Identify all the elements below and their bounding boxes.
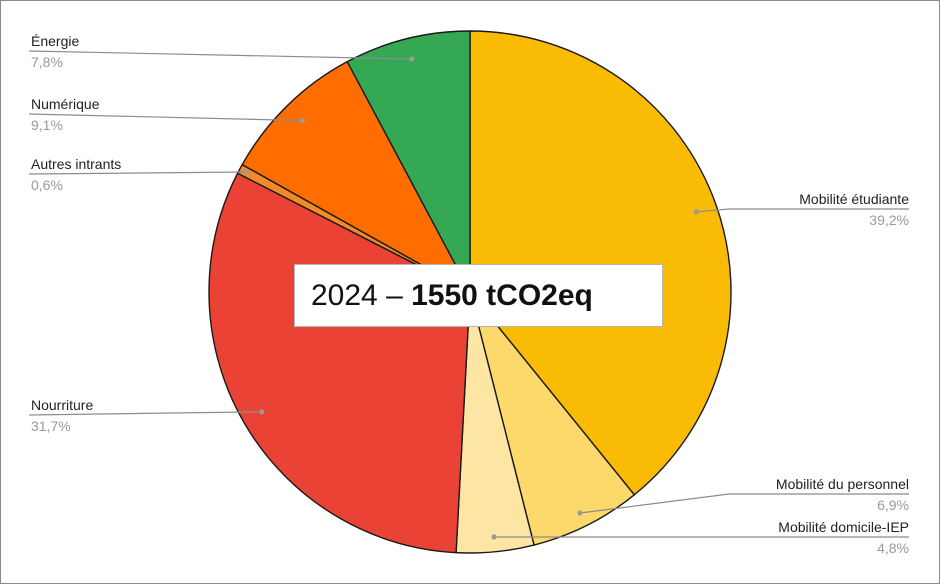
slice-label: Énergie [31, 33, 79, 49]
slice-label: Autres intrants [31, 156, 121, 172]
leader-line [696, 208, 909, 213]
slice-percent: 7,8% [31, 54, 63, 70]
slice-percent: 4,8% [877, 540, 909, 556]
slice-label: Mobilité étudiante [799, 191, 909, 207]
title-separator: – [377, 278, 412, 312]
pie-slice-num-rique [241, 60, 472, 294]
slice-percent: 39,2% [869, 212, 909, 228]
slice-percent: 0,6% [31, 177, 63, 193]
slice-percent: 9,1% [31, 117, 63, 133]
slice-label: Mobilité domicile-IEP [778, 519, 909, 535]
slice-label: Nourriture [31, 397, 93, 413]
leader-line [28, 411, 262, 416]
leader-line [28, 113, 303, 122]
leader-dot [259, 409, 265, 415]
leader-dot [243, 169, 249, 175]
leader-dot [299, 117, 305, 124]
title-total: 1550 tCO2eq [411, 278, 593, 312]
slice-percent: 31,7% [31, 418, 71, 434]
title-year: 2024 [311, 278, 378, 312]
pie-slice-mobilit-du-personnel [469, 291, 636, 546]
leader-line [579, 493, 909, 514]
leader-line [28, 171, 247, 175]
leader-dot [491, 534, 497, 540]
pie-slice--nergie [346, 30, 471, 293]
leader-dot [409, 56, 415, 62]
leader-dot [577, 510, 583, 516]
slice-percent: 6,9% [877, 497, 909, 513]
slice-label: Mobilité du personnel [776, 476, 909, 492]
pie-slice-mobilit-tudiante [469, 30, 732, 496]
leader-line [28, 50, 412, 60]
slice-label: Numérique [31, 96, 100, 112]
chart-title: 2024 – 1550 tCO2eq [294, 264, 663, 327]
leader-dot [693, 209, 699, 215]
